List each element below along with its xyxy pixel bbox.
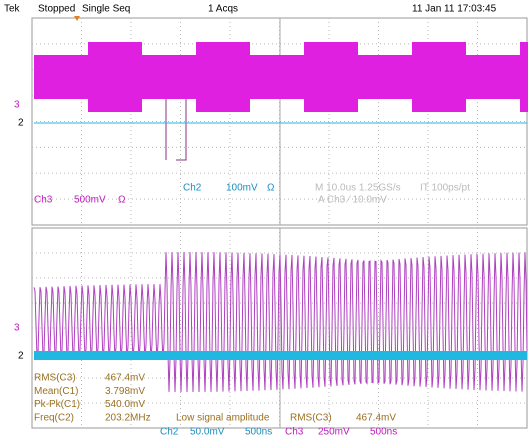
measurement-value: 540.0mV bbox=[105, 399, 145, 410]
ch3-label: Ch3 bbox=[34, 195, 53, 206]
measurement-value: 203.2MHz bbox=[105, 413, 151, 424]
burst bbox=[493, 55, 520, 99]
burst bbox=[304, 42, 331, 112]
measurement-name: Pk-Pk(C1) bbox=[34, 399, 80, 410]
measurement-name: RMS(C3) bbox=[290, 413, 332, 424]
ch3-scale: 500mV bbox=[74, 195, 106, 206]
mode: Single Seq bbox=[82, 4, 130, 15]
ch2-marker: 2 bbox=[18, 351, 24, 362]
burst bbox=[115, 42, 142, 112]
status: Stopped bbox=[38, 4, 75, 15]
ch2-scale: 100mV bbox=[226, 183, 258, 194]
ch3-trace bbox=[33, 251, 528, 393]
burst bbox=[277, 55, 304, 99]
measurement-value: 467.4mV bbox=[356, 413, 396, 424]
burst bbox=[223, 42, 250, 112]
trigger-marker bbox=[74, 16, 80, 21]
footer: Ch2 50.0mV 500ns Ch3 250mV 500ns bbox=[160, 427, 397, 438]
brand: Tek bbox=[4, 4, 21, 15]
measurement-value: 3.798mV bbox=[105, 386, 145, 397]
acquisitions: 1 Acqs bbox=[208, 4, 238, 15]
datetime: 11 Jan 11 17:03:45 bbox=[412, 4, 497, 15]
footer-label: 250mV bbox=[318, 427, 350, 437]
measurement-name: Mean(C1) bbox=[34, 386, 78, 397]
burst bbox=[61, 55, 88, 99]
ch3-marker: 3 bbox=[14, 323, 20, 334]
footer-label: 50.0mV bbox=[190, 427, 225, 437]
burst bbox=[439, 42, 466, 112]
ch2-unit: Ω bbox=[267, 183, 275, 194]
ch3-marker: 3 bbox=[14, 100, 20, 111]
burst bbox=[466, 55, 493, 99]
burst bbox=[250, 55, 277, 99]
footer-label: 500ns bbox=[245, 427, 272, 437]
ch2-label: Ch2 bbox=[183, 183, 202, 194]
burst bbox=[142, 55, 169, 99]
burst bbox=[385, 55, 412, 99]
measurements: RMS(C3) 467.4mV Mean(C1) 3.798mV Pk-Pk(C1) 54… bbox=[34, 373, 151, 424]
measurement-name: RMS(C3) bbox=[34, 373, 76, 384]
footer-label: Ch2 bbox=[160, 427, 179, 437]
burst bbox=[331, 42, 358, 112]
burst bbox=[358, 55, 385, 99]
ch2-marker: 2 bbox=[18, 118, 24, 129]
timebase: M 10.0us 1.25GS/s bbox=[315, 183, 401, 194]
waveforms bbox=[33, 42, 528, 393]
footer-label: 500ns bbox=[370, 427, 397, 437]
burst bbox=[412, 42, 439, 112]
burst bbox=[169, 55, 196, 99]
ch3-unit: Ω bbox=[118, 195, 126, 206]
burst bbox=[34, 55, 61, 99]
ch2-trace bbox=[34, 351, 527, 360]
burst bbox=[196, 42, 223, 112]
measurement-value: 467.4mV bbox=[105, 373, 145, 384]
burst bbox=[520, 42, 528, 112]
trigger: A Ch3 ⁄ 10.0mV bbox=[318, 195, 387, 206]
warning: Low signal amplitude bbox=[176, 413, 270, 424]
resolution: IT 100ps/pt bbox=[420, 183, 470, 194]
footer-label: Ch3 bbox=[285, 427, 304, 437]
burst bbox=[88, 42, 115, 112]
measurement-name: Freq(C2) bbox=[34, 413, 74, 424]
